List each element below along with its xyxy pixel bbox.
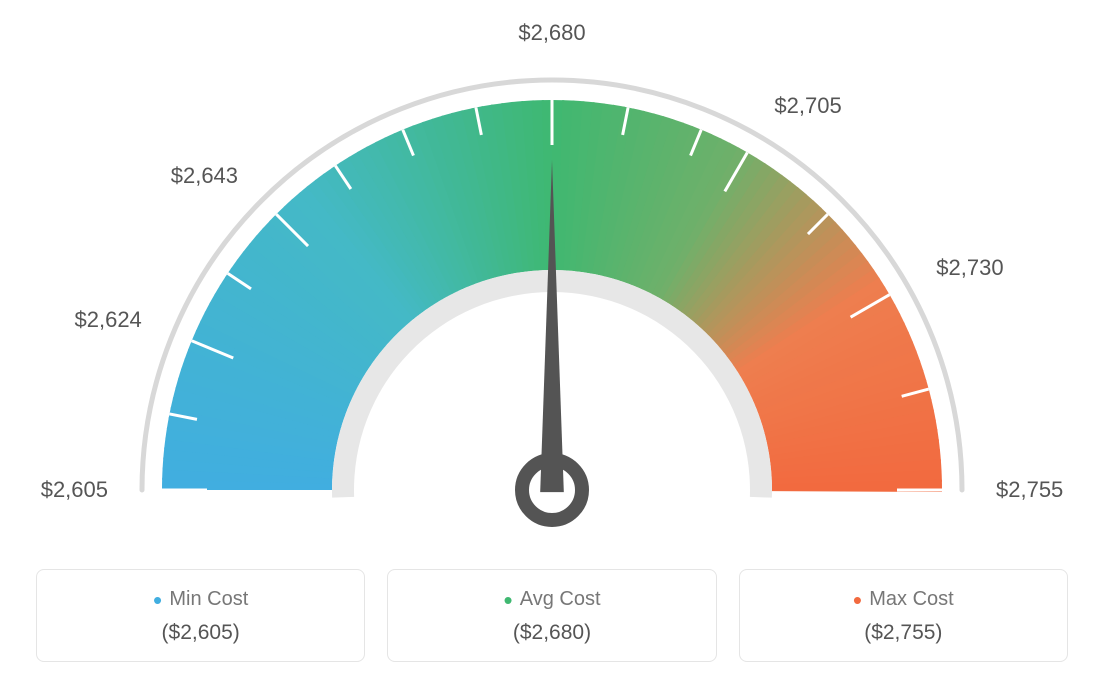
gauge-tick-label: $2,624 xyxy=(75,307,142,333)
legend-card-max: Max Cost ($2,755) xyxy=(739,569,1068,662)
gauge-tick-label: $2,605 xyxy=(41,477,108,503)
gauge-tick-label: $2,643 xyxy=(171,163,238,189)
legend-label-avg: Avg Cost xyxy=(398,588,705,611)
legend-card-min: Min Cost ($2,605) xyxy=(36,569,365,662)
gauge-svg xyxy=(52,20,1052,560)
legend-label-min: Min Cost xyxy=(47,588,354,611)
legend-value-max: ($2,755) xyxy=(750,621,1057,645)
legend-label-max: Max Cost xyxy=(750,588,1057,611)
gauge-tick-label: $2,705 xyxy=(774,93,841,119)
gauge-chart: $2,605$2,624$2,643$2,680$2,705$2,730$2,7… xyxy=(52,20,1052,565)
legend-value-min: ($2,605) xyxy=(47,621,354,645)
legend-card-avg: Avg Cost ($2,680) xyxy=(387,569,716,662)
legend-row: Min Cost ($2,605) Avg Cost ($2,680) Max … xyxy=(36,569,1068,662)
gauge-tick-label: $2,730 xyxy=(936,255,1003,281)
gauge-tick-label: $2,680 xyxy=(518,20,585,46)
gauge-tick-label: $2,755 xyxy=(996,477,1063,503)
legend-value-avg: ($2,680) xyxy=(398,621,705,645)
